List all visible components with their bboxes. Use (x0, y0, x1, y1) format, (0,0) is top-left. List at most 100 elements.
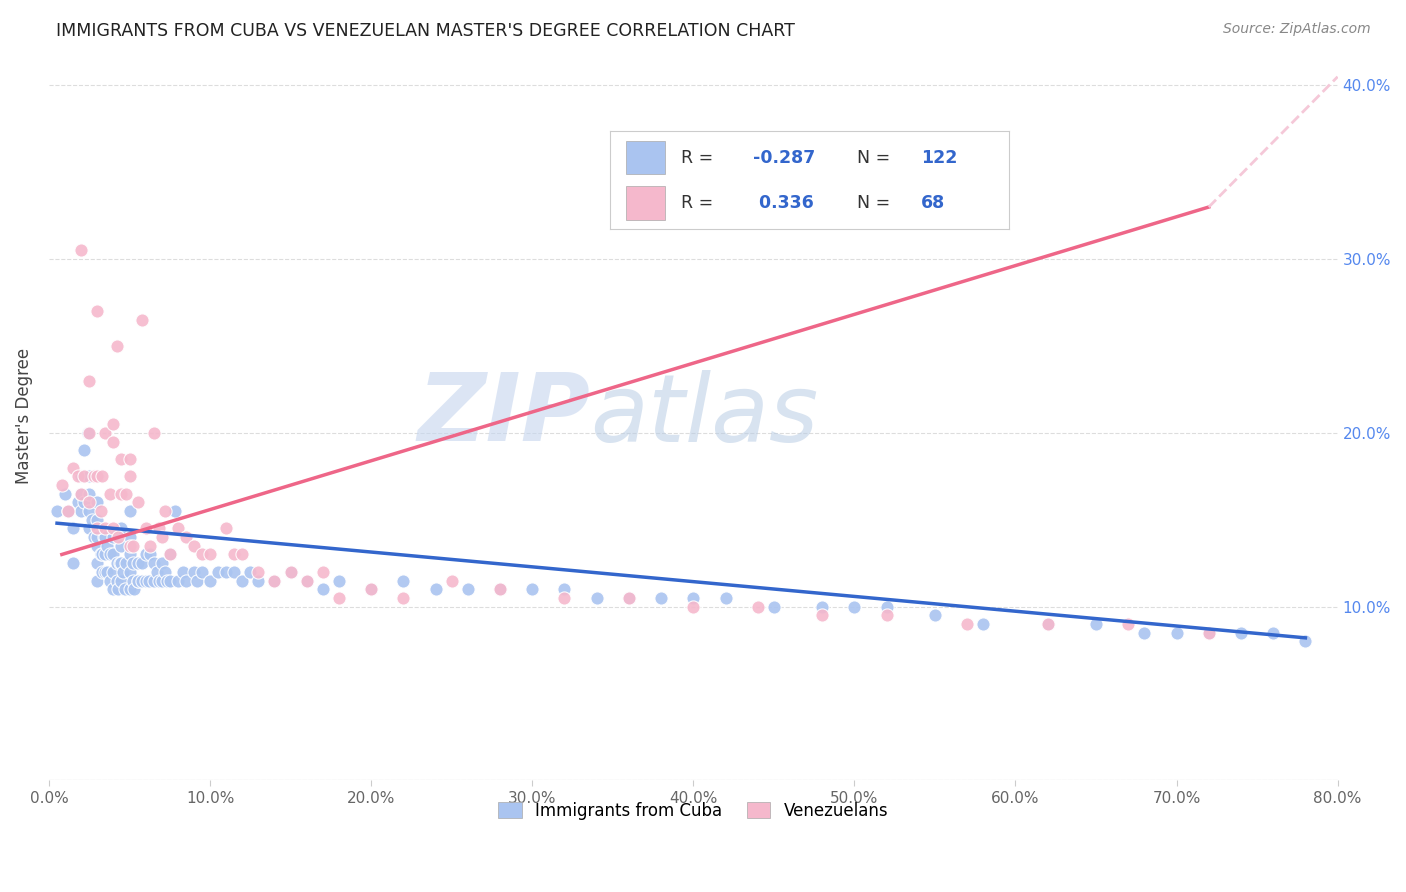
Point (77, 521, 100, 535)
Point (1263, 625, 1285, 640)
Point (956, 616, 979, 631)
Point (489, 582, 512, 597)
Point (110, 451, 132, 466)
Point (215, 565, 238, 579)
Point (207, 565, 229, 579)
Point (118, 565, 141, 579)
Point (876, 608, 898, 623)
Point (159, 548, 181, 562)
Point (118, 539, 141, 553)
Point (94, 565, 117, 579)
Point (328, 591, 350, 605)
Point (110, 574, 132, 588)
Point (135, 521, 157, 535)
Point (142, 556, 165, 570)
Point (1198, 625, 1220, 640)
Point (118, 582, 141, 597)
Point (1230, 625, 1253, 640)
Point (86, 556, 108, 570)
Point (91, 565, 114, 579)
Point (617, 591, 640, 605)
Point (811, 599, 834, 614)
Point (682, 599, 704, 614)
Point (295, 574, 318, 588)
Point (198, 548, 221, 562)
Point (135, 574, 157, 588)
Point (77, 425, 100, 440)
Point (811, 608, 834, 623)
Point (844, 599, 866, 614)
Point (172, 565, 194, 579)
Point (107, 530, 129, 544)
Point (457, 582, 479, 597)
Point (224, 548, 246, 562)
Point (247, 565, 270, 579)
Point (105, 556, 128, 570)
Point (148, 521, 170, 535)
Point (105, 339, 128, 353)
Point (1085, 616, 1108, 631)
Point (91, 469, 114, 483)
Point (112, 565, 135, 579)
Point (77, 469, 100, 483)
Point (1133, 625, 1156, 640)
Point (714, 591, 737, 605)
Point (77, 374, 100, 388)
Point (76, 425, 98, 440)
Point (86, 469, 108, 483)
Point (295, 574, 318, 588)
Point (142, 574, 165, 588)
Point (150, 556, 173, 570)
Point (86, 304, 108, 318)
Point (70, 486, 93, 500)
Point (73, 443, 96, 458)
Point (98, 548, 121, 562)
Point (224, 565, 246, 579)
Point (183, 539, 205, 553)
Point (163, 504, 186, 518)
Point (142, 425, 165, 440)
Point (650, 591, 672, 605)
Point (153, 565, 176, 579)
Point (1198, 625, 1220, 640)
Point (103, 521, 125, 535)
Point (115, 556, 138, 570)
Point (135, 548, 157, 562)
Point (70, 504, 93, 518)
Point (103, 530, 125, 544)
Point (1294, 634, 1316, 648)
Point (58, 504, 80, 518)
Text: ZIP: ZIP (418, 369, 591, 461)
Point (191, 548, 214, 562)
Point (138, 574, 160, 588)
Point (139, 548, 162, 562)
Point (522, 582, 544, 597)
Point (73, 469, 96, 483)
Point (86, 521, 108, 535)
Point (62, 556, 84, 570)
Point (972, 616, 994, 631)
Point (103, 434, 125, 449)
Point (312, 582, 335, 597)
Point (83, 469, 105, 483)
Point (115, 486, 138, 500)
Point (127, 556, 149, 570)
Point (124, 582, 146, 597)
Point (312, 565, 335, 579)
Point (280, 565, 302, 579)
Point (82, 513, 104, 527)
Point (239, 565, 262, 579)
Point (96, 565, 118, 579)
Point (263, 574, 285, 588)
Point (183, 565, 205, 579)
Point (70, 486, 93, 500)
Point (86, 530, 108, 544)
Point (1166, 625, 1188, 640)
Point (58, 504, 80, 518)
Point (215, 521, 238, 535)
Point (93, 530, 115, 544)
Point (155, 574, 177, 588)
Text: Source: ZipAtlas.com: Source: ZipAtlas.com (1223, 22, 1371, 37)
Point (159, 548, 181, 562)
Point (166, 521, 188, 535)
